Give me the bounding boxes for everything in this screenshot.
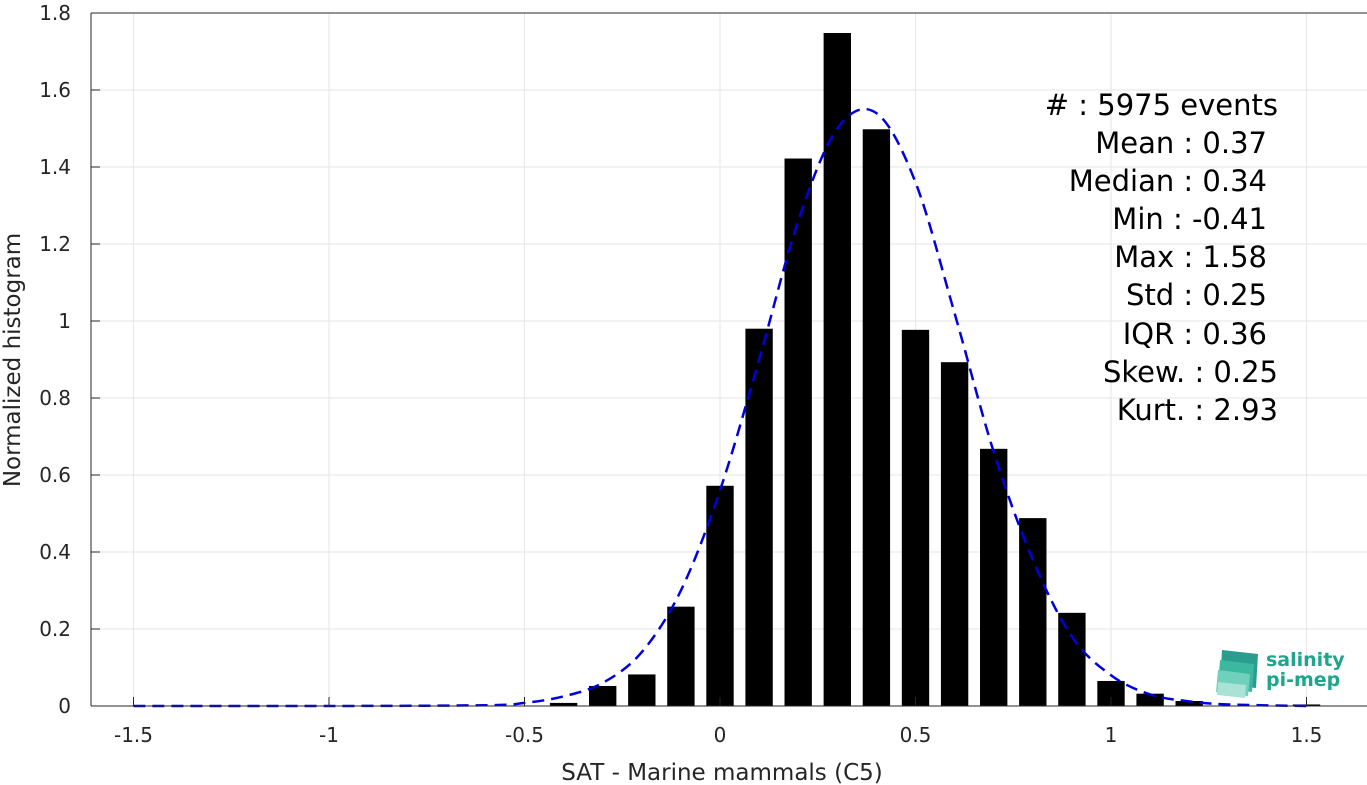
x-tick-label: 0.5 (900, 723, 932, 747)
histogram-bar (1175, 700, 1203, 706)
y-tick-label: 0 (58, 694, 71, 718)
y-tick-label: 0.2 (39, 617, 71, 641)
stat-iqr: IQR : 0.36 (1123, 317, 1267, 351)
histogram-bar (1058, 612, 1086, 706)
stat-count: # : 5975 events (1045, 88, 1278, 122)
stat-median: Median : 0.34 (1069, 164, 1267, 198)
x-tick-label: -0.5 (505, 723, 544, 747)
y-tick-label: 1.8 (39, 1, 71, 25)
histogram-bar (940, 362, 969, 706)
x-tick-label: -1 (319, 723, 339, 747)
x-tick-label: -1.5 (114, 723, 153, 747)
histogram-bar (862, 129, 891, 706)
histogram-bar (745, 328, 773, 706)
wave-logo-icon (1216, 650, 1258, 698)
stat-max: Max : 1.58 (1114, 240, 1267, 274)
histogram-bar (784, 158, 812, 706)
stat-min: Min : -0.41 (1112, 202, 1267, 236)
histogram-bar (901, 329, 930, 706)
y-tick-label: 0.8 (39, 386, 71, 410)
stats-annotation: # : 5975 events Mean : 0.37 Median : 0.3… (1045, 88, 1278, 427)
y-tick-label: 1.6 (39, 78, 71, 102)
histogram-bar (549, 702, 578, 706)
y-ticks: 0 0.2 0.4 0.6 0.8 1 1.2 1.4 1.6 1.8 (39, 1, 100, 718)
axes (90, 12, 1367, 707)
logo-line1: salinity (1266, 649, 1345, 671)
x-tick-label: 1.5 (1291, 723, 1323, 747)
histogram-bar (706, 485, 734, 706)
stat-std: Std : 0.25 (1126, 278, 1267, 312)
histogram-bar (667, 606, 695, 706)
x-tick-label: 0 (714, 723, 727, 747)
y-tick-label: 1 (58, 309, 71, 333)
stat-skew: Skew. : 0.25 (1103, 355, 1278, 389)
x-axis-label: SAT - Marine mammals (C5) (561, 760, 883, 785)
histogram-bar (1136, 693, 1164, 706)
y-tick-label: 0.4 (39, 540, 71, 564)
logo-line2: pi-mep (1266, 669, 1340, 691)
histogram-bars (549, 33, 1321, 706)
y-axis-label: Normalized histogram (0, 233, 26, 487)
y-tick-label: 0.6 (39, 463, 71, 487)
histogram-bar (589, 685, 617, 706)
y-tick-label: 1.4 (39, 155, 71, 179)
histogram-bar (980, 448, 1008, 706)
histogram-bar (823, 33, 851, 706)
stat-kurt: Kurt. : 2.93 (1117, 393, 1278, 427)
y-tick-label: 1.2 (39, 232, 71, 256)
x-ticks: -1.5 -1 -0.5 0 0.5 1 1.5 (114, 697, 1322, 747)
fit-curve (133, 107, 1307, 708)
histogram-bar (1019, 518, 1047, 706)
x-tick-label: 1 (1105, 723, 1118, 747)
salinity-pi-mep-logo: salinity pi-mep (1216, 649, 1345, 698)
stat-mean: Mean : 0.37 (1095, 126, 1267, 160)
histogram-bar (628, 674, 656, 706)
